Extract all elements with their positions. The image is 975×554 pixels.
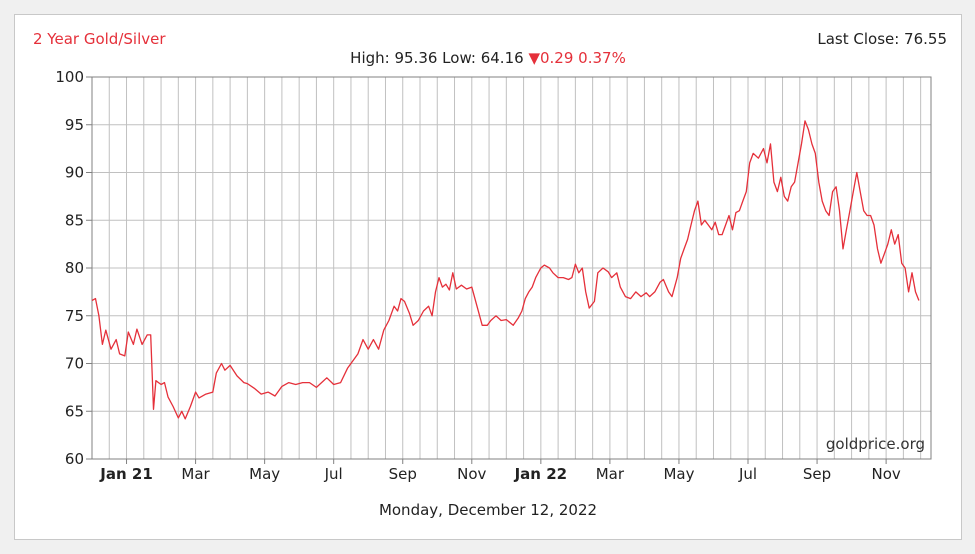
high-low-text: High: 95.36 Low: 64.16 bbox=[350, 49, 524, 67]
x-tick-label: Sep bbox=[389, 465, 417, 483]
x-tick-label: Jul bbox=[738, 465, 757, 483]
change-text: 0.29 0.37% bbox=[540, 49, 626, 67]
y-tick-label: 75 bbox=[65, 307, 84, 325]
watermark-text: goldprice.org bbox=[826, 435, 925, 453]
y-tick-label: 60 bbox=[65, 450, 84, 468]
x-tick-label: May bbox=[663, 465, 694, 483]
line-chart: 60 65 70 75 80 85 90 95 100 Jan 21 Mar May Jul Sep Nov… bbox=[55, 68, 932, 483]
x-tick-label: Nov bbox=[871, 465, 900, 483]
y-tick-label: 65 bbox=[65, 402, 84, 420]
series-line-gold-silver-ratio bbox=[91, 120, 920, 420]
y-tick-label: 80 bbox=[65, 259, 84, 277]
y-tick-label: 95 bbox=[65, 116, 84, 134]
y-tick-label: 70 bbox=[65, 355, 84, 373]
y-tick-label: 90 bbox=[65, 164, 84, 182]
x-tick-label: Mar bbox=[181, 465, 210, 483]
price-stats: High: 95.36 Low: 64.16 ▼0.29 0.37% bbox=[15, 49, 961, 67]
x-tick-label: Sep bbox=[803, 465, 831, 483]
chart-date: Monday, December 12, 2022 bbox=[378, 501, 598, 519]
x-tick-label: Nov bbox=[457, 465, 486, 483]
y-tick-label: 85 bbox=[65, 211, 84, 229]
down-arrow-icon: ▼ bbox=[528, 49, 540, 67]
x-tick-label: Jul bbox=[324, 465, 343, 483]
y-tick-label: 100 bbox=[55, 68, 84, 86]
x-tick-label: Mar bbox=[596, 465, 625, 483]
x-tick-label: May bbox=[249, 465, 280, 483]
chart-panel: 2 Year Gold/Silver Last Close: 76.55 Hig… bbox=[14, 14, 962, 540]
x-tick-label: Jan 22 bbox=[514, 465, 567, 483]
plot-frame bbox=[91, 76, 932, 460]
last-close-label: Last Close: 76.55 bbox=[817, 30, 947, 48]
chart-title: 2 Year Gold/Silver bbox=[33, 30, 166, 48]
x-tick-label: Jan 21 bbox=[99, 465, 152, 483]
